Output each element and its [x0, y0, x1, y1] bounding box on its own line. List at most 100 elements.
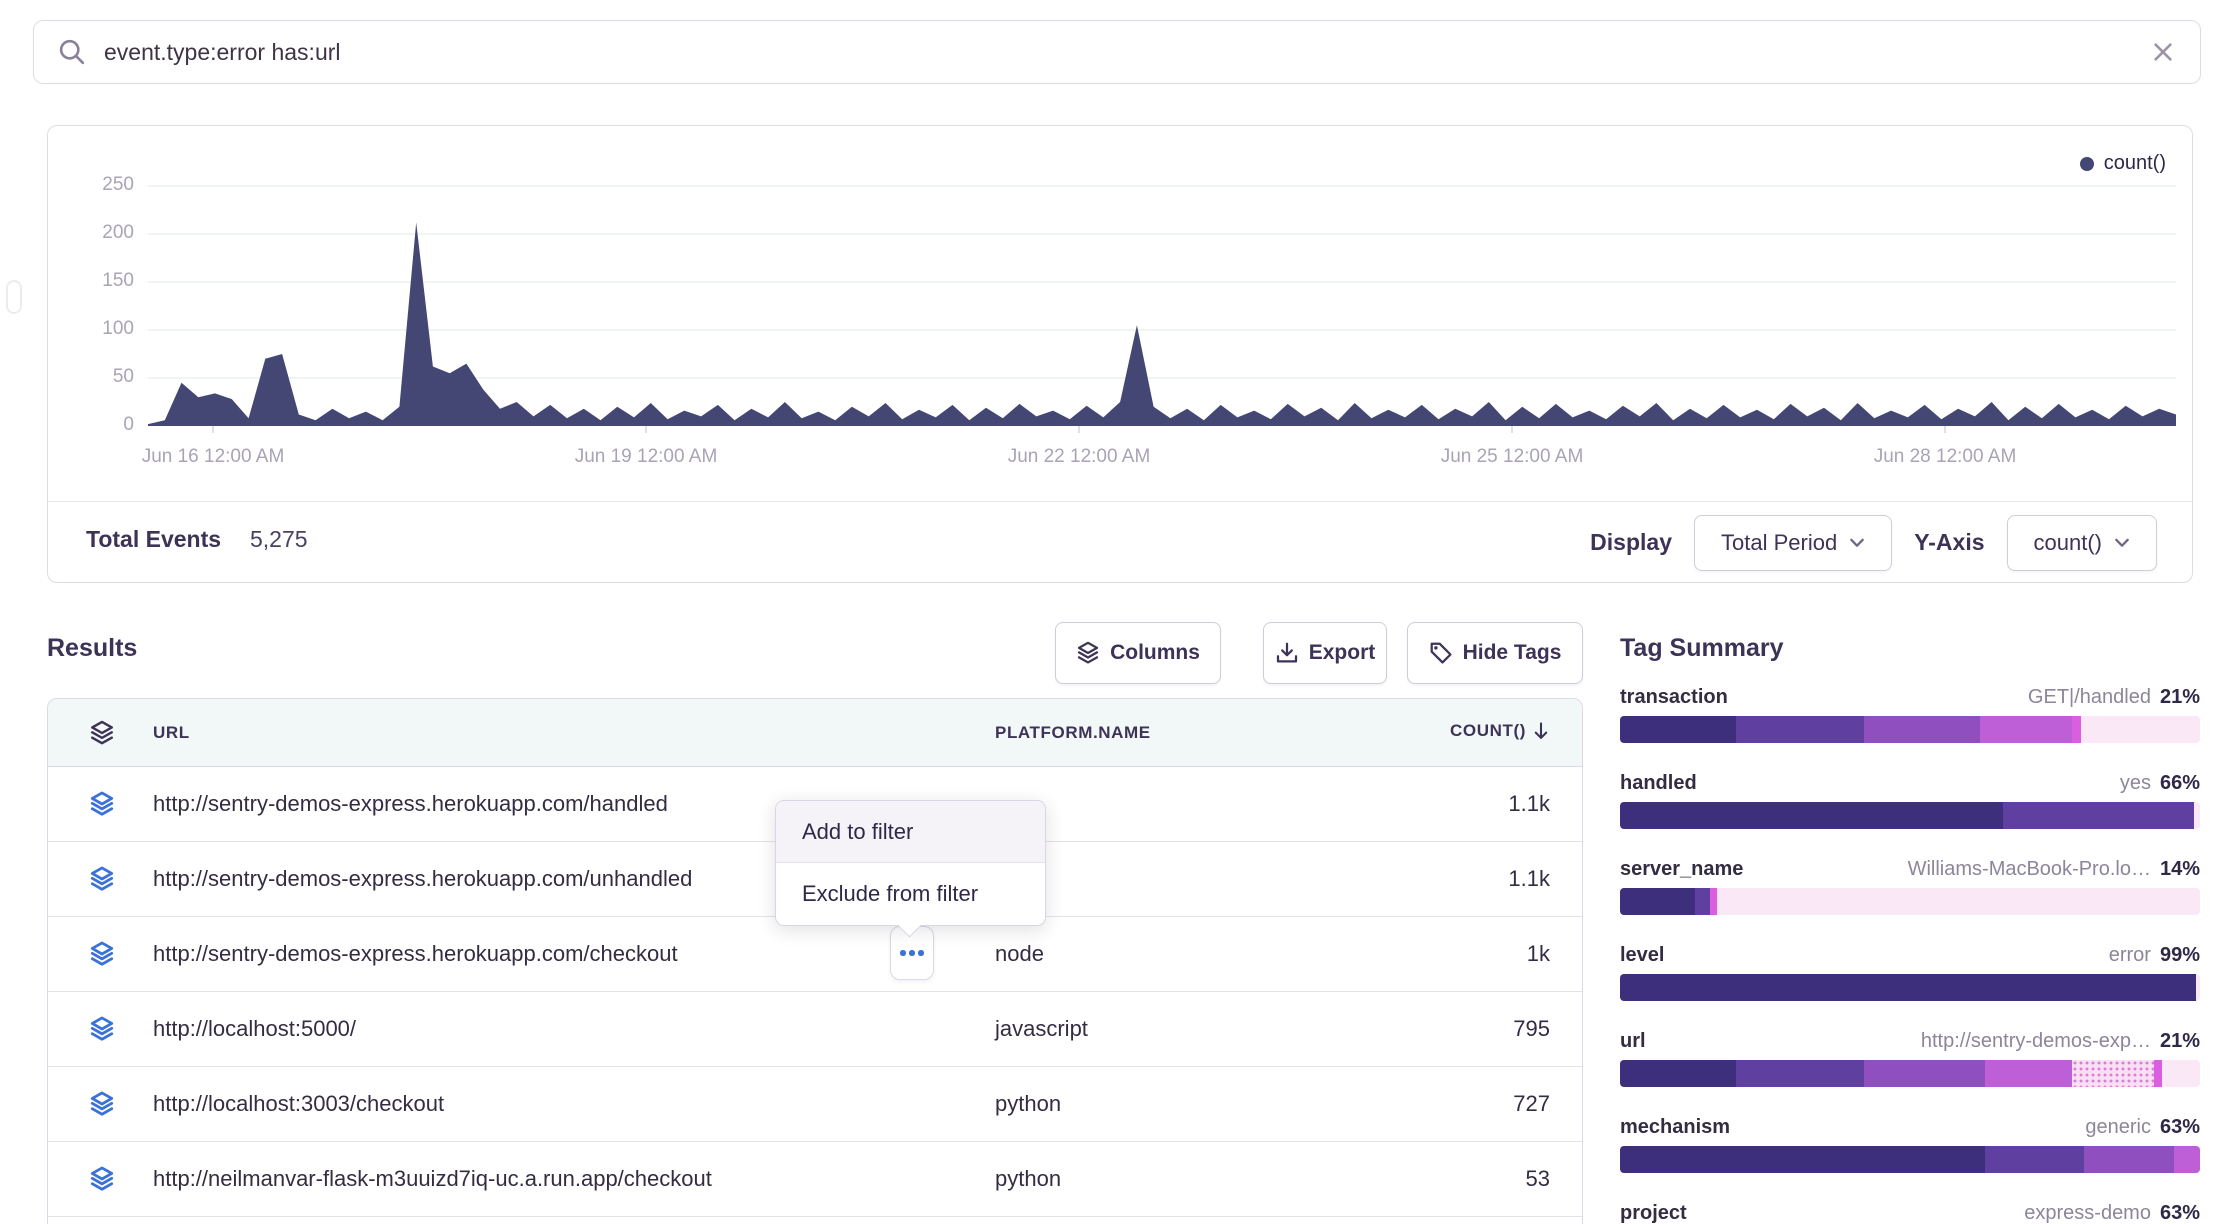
- count-cell[interactable]: 727: [1513, 1091, 1550, 1116]
- export-button[interactable]: Export: [1263, 622, 1387, 684]
- tag-bar-segment[interactable]: [1716, 888, 2200, 915]
- column-header-count[interactable]: COUNT(): [1450, 720, 1552, 742]
- clear-search-icon[interactable]: [2150, 39, 2176, 65]
- y-axis-dropdown[interactable]: count(): [2006, 514, 2157, 571]
- tag-bar-segment[interactable]: [1620, 974, 2196, 1001]
- results-table: URL PLATFORM.NAME COUNT() http://sentry-…: [47, 698, 1583, 1224]
- table-row[interactable]: [48, 1217, 1582, 1224]
- tag-bar-segment[interactable]: [1709, 888, 1717, 915]
- tag-distribution-bar[interactable]: [1620, 1060, 2200, 1087]
- results-heading: Results: [47, 634, 138, 662]
- tag-bar-segment[interactable]: [1736, 1060, 1864, 1087]
- table-row[interactable]: http://localhost:3003/checkout python 727: [48, 1067, 1582, 1142]
- count-cell[interactable]: 1.1k: [1508, 791, 1550, 816]
- tag-bar-segment[interactable]: [2162, 1060, 2200, 1087]
- tag-bar-segment[interactable]: [1863, 1060, 1986, 1087]
- stack-icon: [90, 1091, 114, 1116]
- sidebar-drag-handle[interactable]: [6, 280, 22, 314]
- hide-tags-button[interactable]: Hide Tags: [1407, 622, 1583, 684]
- tag-bar-segment[interactable]: [1985, 1060, 2073, 1087]
- count-cell[interactable]: 795: [1513, 1016, 1550, 1041]
- table-row[interactable]: http://sentry-demos-express.herokuapp.co…: [48, 917, 1582, 992]
- tag-top-value: yes: [2119, 772, 2151, 794]
- tag-percentage: 21%: [2159, 686, 2200, 708]
- display-label: Display: [1590, 529, 1672, 555]
- tag-percentage: 99%: [2159, 944, 2200, 966]
- tag-bar-segment[interactable]: [2083, 1146, 2174, 1173]
- tag-bar-segment[interactable]: [1985, 1146, 2084, 1173]
- tag-bar-segment[interactable]: [1620, 716, 1736, 743]
- count-cell[interactable]: 1.1k: [1508, 866, 1550, 891]
- tag-bar-segment[interactable]: [1863, 716, 1980, 743]
- count-cell[interactable]: 53: [1525, 1166, 1550, 1191]
- display-dropdown[interactable]: Total Period: [1694, 514, 1893, 571]
- tag-distribution-bar[interactable]: [1620, 974, 2200, 1001]
- tag-bar-segment[interactable]: [2173, 1146, 2200, 1173]
- count-cell[interactable]: 1k: [1526, 941, 1550, 966]
- tag-bar-segment[interactable]: [1620, 1146, 1986, 1173]
- tag-top-value: error: [2108, 944, 2151, 966]
- tag-summary-heading: Tag Summary: [1620, 634, 1784, 662]
- url-cell[interactable]: http://localhost:5000/: [153, 1016, 357, 1041]
- column-header-url[interactable]: URL: [153, 723, 190, 742]
- tag-top-value: http://sentry-demos-exp…: [1920, 1030, 2151, 1052]
- y-axis-tick: 50: [112, 366, 134, 387]
- tag-bar-segment[interactable]: [2195, 974, 2200, 1001]
- table-row[interactable]: http://localhost:5000/javascript 795: [48, 992, 1582, 1067]
- events-area-chart[interactable]: [48, 126, 2194, 501]
- tag-entry-level: level error 99%: [1620, 944, 2200, 1030]
- total-events-value: 5,275: [250, 526, 308, 552]
- tag-distribution-bar[interactable]: [1620, 802, 2200, 829]
- total-events-label: Total Events: [86, 526, 222, 552]
- stack-icon[interactable]: [89, 720, 115, 746]
- tag-bar-segment[interactable]: [2072, 716, 2082, 743]
- tag-bar-segment[interactable]: [2081, 716, 2200, 743]
- tag-bar-segment[interactable]: [1695, 888, 1710, 915]
- tag-bar-segment[interactable]: [1620, 1060, 1736, 1087]
- tag-bar-segment[interactable]: [1979, 716, 2073, 743]
- url-cell[interactable]: http://sentry-demos-express.herokuapp.co…: [153, 866, 693, 891]
- sort-desc-icon: [1534, 722, 1548, 739]
- url-cell[interactable]: http://neilmanvar-flask-m3uuizd7iq-uc.a.…: [153, 1166, 712, 1191]
- tag-entry-url: url http://sentry-demos-exp… 21%: [1620, 1030, 2200, 1116]
- tag-entry-mechanism: mechanism generic 63%: [1620, 1116, 2200, 1202]
- tag-bar-segment[interactable]: [2072, 1060, 2154, 1087]
- stack-icon: [90, 941, 114, 966]
- tag-bar-segment[interactable]: [1620, 888, 1696, 915]
- menu-item-exclude-from-filter[interactable]: Exclude from filter: [776, 863, 1045, 925]
- search-bar[interactable]: event.type:error has:url: [33, 20, 2201, 84]
- tag-bar-segment[interactable]: [2002, 802, 2195, 829]
- tag-entry-transaction: transaction GET|/handled 21%: [1620, 686, 2200, 772]
- tag-entry-project: project express-demo 63%: [1620, 1202, 2200, 1224]
- tag-distribution-bar[interactable]: [1620, 888, 2200, 915]
- legend-label: count(): [2103, 152, 2166, 174]
- stack-icon: [90, 866, 114, 891]
- platform-cell[interactable]: node: [995, 941, 1044, 966]
- column-header-platform[interactable]: PLATFORM.NAME: [995, 723, 1151, 742]
- tag-bar-segment[interactable]: [1736, 716, 1864, 743]
- chart-footer: Total Events 5,275 Display Total Period …: [48, 502, 2192, 583]
- tag-entry-handled: handled yes 66%: [1620, 772, 2200, 858]
- stack-icon: [90, 791, 114, 816]
- url-cell[interactable]: http://sentry-demos-express.herokuapp.co…: [153, 941, 678, 966]
- platform-cell[interactable]: javascript: [995, 1016, 1088, 1041]
- table-row[interactable]: http://neilmanvar-flask-m3uuizd7iq-uc.a.…: [48, 1142, 1582, 1217]
- columns-button[interactable]: Columns: [1055, 622, 1221, 684]
- tag-bar-segment[interactable]: [2194, 802, 2200, 829]
- y-axis-tick: 150: [102, 270, 134, 291]
- tag-distribution-bar[interactable]: [1620, 716, 2200, 743]
- x-axis-tick: Jun 28 12:00 AM: [1873, 446, 2017, 467]
- y-axis-tick: 100: [102, 318, 134, 339]
- tag-bar-segment[interactable]: [1620, 802, 2003, 829]
- platform-cell[interactable]: python: [995, 1166, 1062, 1191]
- search-input[interactable]: event.type:error has:url: [104, 38, 341, 65]
- download-icon: [1276, 642, 1297, 663]
- tag-distribution-bar[interactable]: [1620, 1146, 2200, 1173]
- tag-icon: [1430, 642, 1452, 664]
- url-cell[interactable]: http://sentry-demos-express.herokuapp.co…: [153, 791, 668, 816]
- platform-cell[interactable]: python: [995, 1091, 1062, 1116]
- url-cell[interactable]: http://localhost:3003/checkout: [153, 1091, 445, 1116]
- tag-bar-segment[interactable]: [2153, 1060, 2163, 1087]
- menu-item-add-to-filter[interactable]: Add to filter: [776, 801, 1045, 863]
